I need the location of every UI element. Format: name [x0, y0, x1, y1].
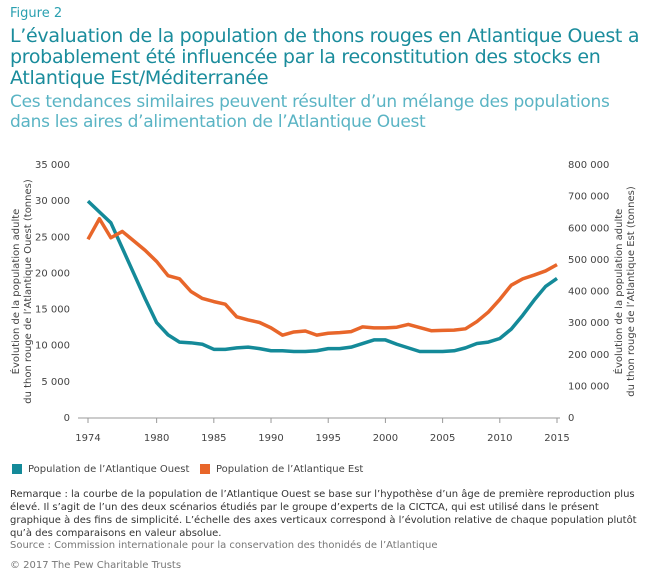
source: Source : Commission internationale pour …	[10, 540, 438, 551]
yticks-label: 10 000	[35, 341, 70, 352]
x-tick-label: 1995	[315, 433, 340, 444]
legend-label: Population de l’Atlantique Est	[216, 464, 363, 475]
y2ticks-label: 600 000	[568, 223, 609, 234]
y2ticks-label: 300 000	[568, 318, 609, 329]
axis-label-line: du thon rouge de l’Atlantique Ouest (ton…	[23, 179, 34, 404]
yticks-label: 20 000	[35, 268, 70, 279]
chart-title: L’évaluation de la population de thons r…	[10, 25, 640, 89]
yticks-label: 15 000	[35, 305, 70, 316]
series-line	[86, 199, 558, 354]
axis-label-line: Évolution de la population adulte	[612, 209, 625, 375]
yticks-label: 0	[64, 413, 70, 424]
x-tick-label: 2015	[544, 433, 569, 444]
axis-label-line: du thon rouge de l’Atlantique Est (tonne…	[626, 186, 637, 397]
x-tick-label: 2000	[373, 433, 398, 444]
y2ticks-label: 800 000	[568, 160, 609, 171]
x-tick-label: 1990	[258, 433, 283, 444]
y2ticks-label: 400 000	[568, 287, 609, 298]
x-tick-label: 2005	[430, 433, 455, 444]
yticks-label: 30 000	[35, 196, 70, 207]
y2ticks-label: 200 000	[568, 350, 609, 361]
yticks-label: 25 000	[35, 232, 70, 243]
note: Remarque : la courbe de la population de…	[10, 489, 637, 539]
yticks-label: 35 000	[35, 160, 70, 171]
axis-label-line: Évolution de la population adulte	[9, 209, 22, 375]
axis-label: Évolution de la population adultedu thon…	[9, 179, 34, 404]
series-line	[86, 217, 558, 337]
y2ticks-label: 0	[568, 413, 574, 424]
x-tick-label: 1985	[201, 433, 226, 444]
y2ticks-label: 100 000	[568, 381, 609, 392]
axis-label: Évolution de la population adultedu thon…	[612, 186, 637, 397]
copyright: © 2017 The Pew Charitable Trusts	[10, 560, 182, 571]
x-tick-label: 1974	[75, 433, 100, 444]
legend-swatch	[12, 464, 22, 474]
y2ticks-label: 500 000	[568, 255, 609, 266]
yticks-label: 5 000	[41, 377, 70, 388]
figure-label: Figure 2	[10, 6, 63, 21]
x-tick-label: 2010	[487, 433, 512, 444]
legend-label: Population de l’Atlantique Ouest	[28, 464, 189, 475]
chart-subtitle: Ces tendances similaires peuvent résulte…	[10, 92, 610, 132]
y2ticks-label: 700 000	[568, 192, 609, 203]
legend-swatch	[200, 464, 210, 474]
x-tick-label: 1980	[144, 433, 169, 444]
